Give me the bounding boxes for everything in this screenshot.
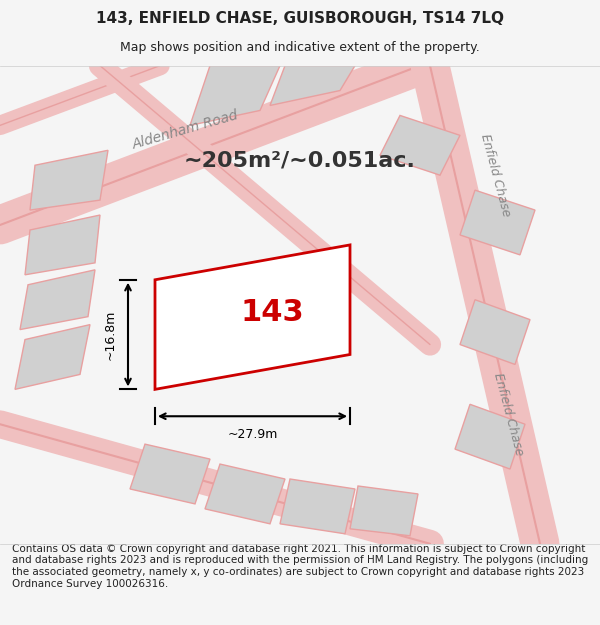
Polygon shape xyxy=(190,66,280,126)
Polygon shape xyxy=(205,464,285,524)
Polygon shape xyxy=(155,245,350,389)
Polygon shape xyxy=(380,116,460,175)
Polygon shape xyxy=(280,479,355,534)
Text: Enfield Chase: Enfield Chase xyxy=(478,132,512,218)
Polygon shape xyxy=(270,66,355,106)
Text: Contains OS data © Crown copyright and database right 2021. This information is : Contains OS data © Crown copyright and d… xyxy=(12,544,588,589)
Text: Aldenham Road: Aldenham Road xyxy=(130,109,240,152)
Polygon shape xyxy=(455,404,525,469)
Polygon shape xyxy=(460,300,530,364)
Polygon shape xyxy=(30,150,108,210)
Text: Map shows position and indicative extent of the property.: Map shows position and indicative extent… xyxy=(120,41,480,54)
Text: ~27.9m: ~27.9m xyxy=(227,428,278,441)
Polygon shape xyxy=(460,190,535,255)
Polygon shape xyxy=(350,486,418,536)
Text: ~205m²/~0.051ac.: ~205m²/~0.051ac. xyxy=(184,150,416,170)
Text: 143: 143 xyxy=(241,298,304,327)
Text: ~16.8m: ~16.8m xyxy=(104,309,116,360)
Polygon shape xyxy=(20,270,95,329)
Text: Enfield Chase: Enfield Chase xyxy=(491,371,526,457)
Polygon shape xyxy=(130,444,210,504)
Polygon shape xyxy=(15,324,90,389)
Text: 143, ENFIELD CHASE, GUISBOROUGH, TS14 7LQ: 143, ENFIELD CHASE, GUISBOROUGH, TS14 7L… xyxy=(96,11,504,26)
Polygon shape xyxy=(25,215,100,275)
